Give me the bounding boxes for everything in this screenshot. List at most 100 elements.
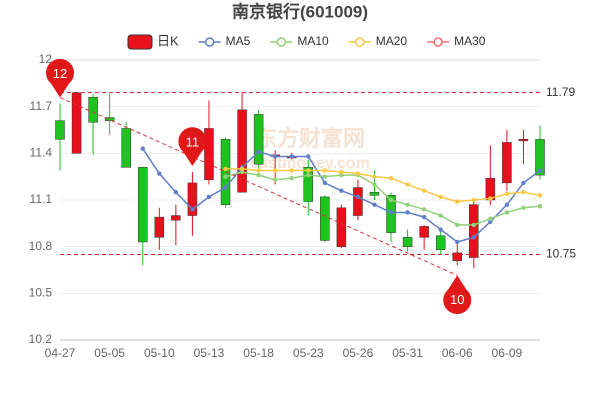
candle-body: [187, 182, 198, 216]
pin-marker: [443, 275, 472, 315]
ma-point: [388, 176, 394, 181]
candle-body: [55, 120, 65, 140]
x-tick-label: 05-10: [144, 346, 175, 360]
candle-body: [237, 109, 247, 193]
candle-body: [204, 128, 214, 181]
legend-swatch: [433, 37, 443, 47]
ma-point: [471, 235, 476, 240]
candle-body: [435, 235, 446, 251]
legend-label: MA20: [376, 34, 408, 48]
ma-point: [471, 222, 476, 228]
ma-line: [225, 168, 541, 203]
ma-point: [488, 216, 493, 221]
pin-marker: [178, 127, 207, 166]
ma-point: [372, 174, 377, 179]
ma-point: [272, 154, 278, 159]
y-tick-label: 11.4: [30, 146, 53, 160]
ma-point: [421, 188, 427, 193]
ma-point: [438, 194, 443, 200]
candle-body: [452, 252, 462, 261]
candle-body: [402, 237, 413, 247]
watermark: 东方财富网: [255, 126, 365, 151]
ma-point: [405, 210, 410, 215]
candle-body: [104, 117, 115, 121]
x-tick-label: 05-18: [243, 346, 274, 360]
x-tick-label: 05-05: [94, 346, 125, 360]
ma-point: [322, 174, 328, 179]
x-tick-label: 05-31: [392, 346, 423, 360]
candle-body: [303, 167, 314, 202]
legend-swatch: [204, 37, 215, 47]
candle-body: [535, 139, 545, 176]
x-tick-label: 04-27: [45, 346, 76, 360]
ma-point: [488, 196, 493, 201]
ma-point: [190, 207, 195, 212]
candle-body: [353, 187, 363, 216]
ma-point: [504, 202, 510, 207]
ma-point: [256, 168, 261, 173]
ma-point: [372, 182, 377, 187]
reference-label: 11.79: [546, 85, 575, 99]
ma-point: [405, 182, 410, 187]
ma-point: [157, 171, 162, 176]
x-tick-label: 06-09: [492, 346, 523, 360]
ma-point: [537, 193, 543, 198]
ma-point: [388, 197, 394, 203]
ma-point: [289, 168, 294, 173]
candle-body: [253, 114, 264, 165]
ma-point: [256, 172, 261, 178]
ma-point: [488, 219, 493, 224]
ma-point: [504, 191, 510, 196]
ma-point: [223, 174, 228, 179]
candle-body: [419, 226, 429, 238]
ma-point: [289, 176, 294, 181]
ma-point: [455, 239, 460, 245]
y-tick-label: 11.7: [30, 99, 53, 113]
ma-point: [272, 168, 278, 173]
ma-point: [388, 210, 394, 215]
legend-label: MA5: [226, 34, 251, 48]
candle-body: [154, 216, 165, 238]
legend-swatch: [276, 37, 287, 47]
legend-swatch: [127, 34, 153, 50]
ma-point: [438, 227, 443, 232]
candle-body: [320, 196, 330, 241]
candle-body: [138, 167, 148, 243]
candle-body: [71, 92, 82, 154]
chart-title: 南京银行(601009): [232, 1, 368, 21]
ma-point: [256, 149, 261, 154]
candle-body: [369, 191, 380, 196]
ma-point: [239, 169, 245, 175]
pin-label: 10: [450, 292, 464, 307]
ma-point: [306, 154, 311, 159]
legend-label: MA10: [297, 34, 329, 48]
ma-point: [455, 199, 460, 204]
ma-point: [537, 168, 543, 173]
ma-point: [537, 204, 543, 209]
ma-point: [372, 202, 377, 207]
ma-point: [471, 197, 476, 203]
ma-point: [421, 207, 427, 212]
y-tick-label: 12: [39, 52, 53, 66]
ma-point: [289, 154, 294, 159]
ma-point: [355, 171, 361, 176]
y-tick-label: 11.1: [30, 192, 53, 206]
y-tick-label: 10.5: [29, 286, 53, 300]
ma-point: [223, 166, 228, 172]
candle-body: [220, 139, 231, 205]
ma-point: [173, 190, 179, 195]
ma-point: [438, 213, 443, 218]
reference-label: 10.75: [546, 247, 576, 261]
candle-body: [336, 207, 347, 247]
ma-point: [521, 205, 526, 210]
x-tick-label: 05-23: [293, 346, 324, 360]
candle-body: [518, 139, 529, 142]
x-tick-label: 05-13: [194, 346, 225, 360]
ma-line: [225, 171, 541, 226]
legend-label: MA30: [454, 34, 486, 48]
watermark: eastmoney.com: [250, 155, 370, 172]
ma-point: [521, 180, 526, 186]
candle-body: [121, 128, 131, 168]
candle-body: [88, 97, 98, 123]
